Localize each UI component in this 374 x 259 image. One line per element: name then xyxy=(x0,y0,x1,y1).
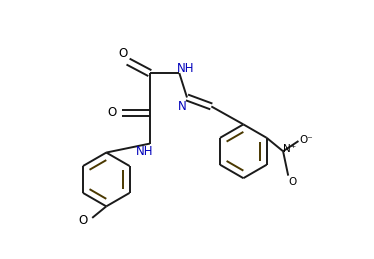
Text: O: O xyxy=(79,214,88,227)
Text: O: O xyxy=(107,106,117,119)
Text: NH: NH xyxy=(136,145,153,158)
Text: NH: NH xyxy=(177,62,194,75)
Text: O⁻: O⁻ xyxy=(299,135,313,145)
Text: O: O xyxy=(119,47,128,60)
Text: N⁺: N⁺ xyxy=(283,144,296,154)
Text: N: N xyxy=(178,100,187,113)
Text: O: O xyxy=(289,177,297,187)
